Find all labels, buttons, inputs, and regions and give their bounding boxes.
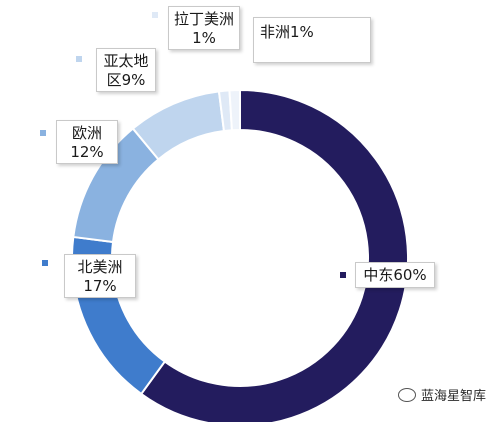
donut-slice xyxy=(228,88,241,132)
callout-name: 亚太地 xyxy=(103,52,149,70)
callout-name: 拉丁美洲 xyxy=(173,10,234,28)
callout-value: 区9% xyxy=(106,71,146,89)
callout-asia-pacific: 亚太地 区9% xyxy=(96,48,156,92)
callout-latin-america: 拉丁美洲 1% xyxy=(168,6,240,50)
callout-value: 17% xyxy=(83,277,117,295)
legend-marker-latin-america xyxy=(152,12,158,18)
callout-name: 欧洲 xyxy=(71,124,102,142)
callout-value: 60% xyxy=(393,266,427,284)
watermark: 蓝海星智库 xyxy=(398,385,486,404)
legend-marker-asia-pacific xyxy=(76,56,82,62)
legend-marker-north-america xyxy=(42,260,48,266)
donut-slice xyxy=(139,88,409,422)
wechat-icon xyxy=(398,388,416,402)
callout-europe: 欧洲 12% xyxy=(56,120,118,164)
callout-value: 1% xyxy=(290,23,314,41)
callout-name: 非洲 xyxy=(260,23,291,41)
callout-africa: 非洲1% xyxy=(253,17,371,63)
watermark-text: 蓝海星智库 xyxy=(421,389,487,404)
callout-name: 中东 xyxy=(363,266,394,284)
legend-marker-europe xyxy=(40,130,46,136)
callout-value: 12% xyxy=(70,143,104,161)
callout-value: 1% xyxy=(192,29,216,47)
callout-middle-east: 中东60% xyxy=(355,262,435,288)
callout-north-america: 北美洲 17% xyxy=(64,254,136,298)
legend-marker-middle-east xyxy=(340,272,346,278)
callout-name: 北美洲 xyxy=(77,258,123,276)
